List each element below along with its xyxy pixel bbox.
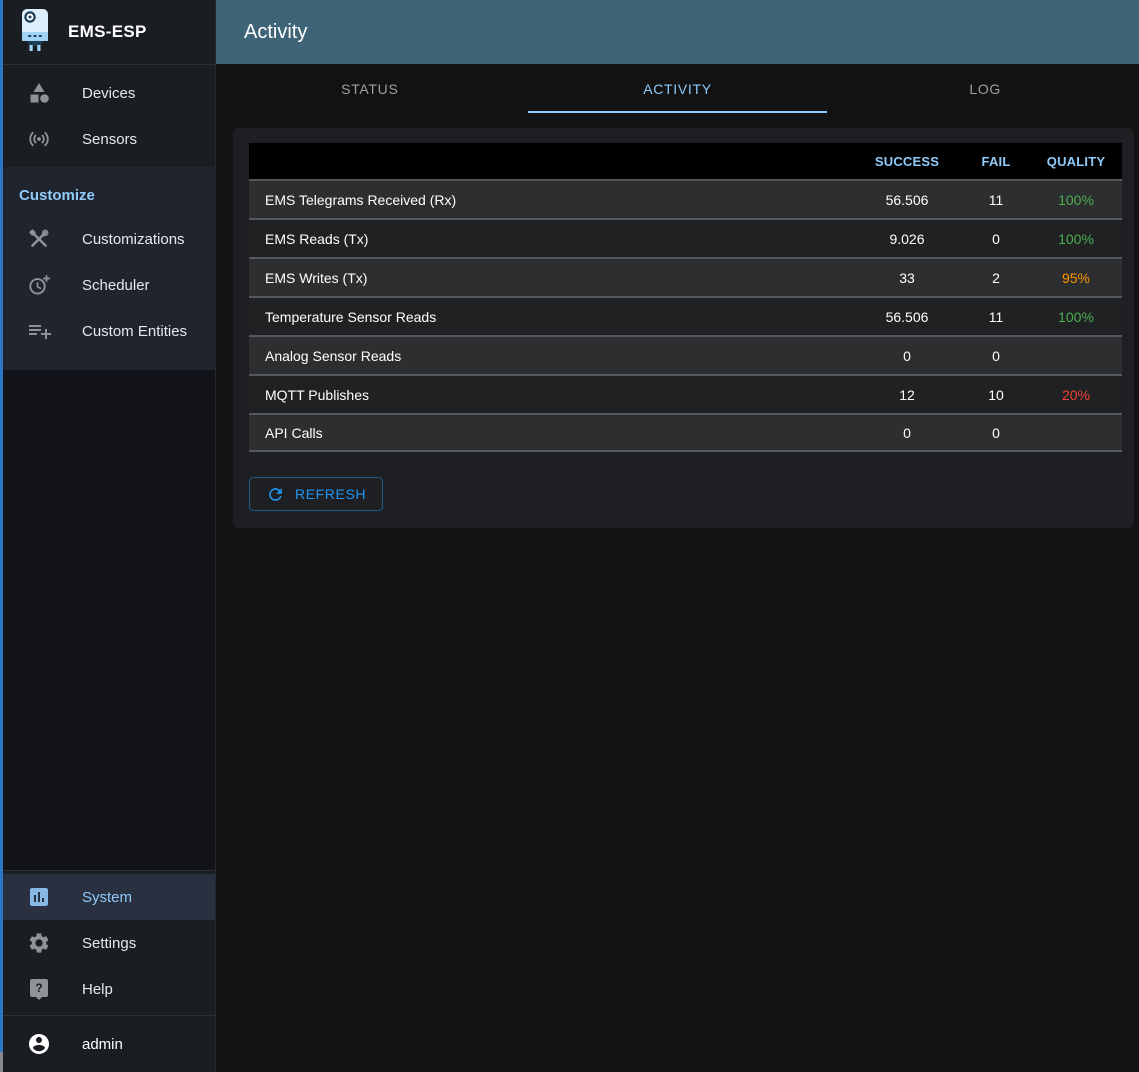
fail-value: 0 <box>992 347 1000 364</box>
refresh-button-label: REFRESH <box>295 486 367 502</box>
table-row: Analog Sensor Reads 0 0 <box>249 335 1122 374</box>
success-value: 56.506 <box>885 191 929 208</box>
row-label: EMS Reads (Tx) <box>265 230 369 247</box>
account-circle-icon <box>27 1032 51 1056</box>
ems-esp-boiler-logo-icon <box>17 8 53 57</box>
sidebar-header: EMS-ESP <box>3 0 215 65</box>
sidebar-item-sensors[interactable]: Sensors <box>3 116 215 162</box>
sidebar-item-label: System <box>82 888 133 906</box>
sidebar-item-help[interactable]: ? Help <box>3 966 215 1012</box>
construction-icon <box>27 227 51 251</box>
row-label: EMS Telegrams Received (Rx) <box>265 191 457 208</box>
playlist-add-icon <box>27 319 51 343</box>
row-label: EMS Writes (Tx) <box>265 269 368 286</box>
success-value: 9.026 <box>889 230 925 247</box>
window-edge-strip <box>0 0 3 1072</box>
sidebar-item-label: Custom Entities <box>82 322 188 340</box>
sidebar-item-custom-entities[interactable]: Custom Entities <box>3 308 215 354</box>
sidebar-item-label: Help <box>82 980 113 998</box>
fail-value: 10 <box>988 386 1004 403</box>
success-value: 0 <box>903 347 911 364</box>
activity-table-header: SUCCESS FAIL QUALITY <box>249 143 1122 179</box>
quality-value: 95% <box>1061 269 1091 286</box>
success-value: 33 <box>899 269 915 286</box>
fail-value: 0 <box>992 424 1000 441</box>
sidebar-item-label: Scheduler <box>82 276 150 294</box>
quality-value: 20% <box>1061 386 1091 403</box>
refresh-button[interactable]: REFRESH <box>249 477 384 511</box>
app-title: EMS-ESP <box>68 22 147 41</box>
success-value: 12 <box>899 386 915 403</box>
category-icon <box>27 81 51 105</box>
sidebar-item-label: Sensors <box>82 130 138 148</box>
table-row: EMS Reads (Tx) 9.026 0 100% <box>249 218 1122 257</box>
tab-log[interactable]: LOG <box>969 80 1002 97</box>
column-header-success: SUCCESS <box>874 153 940 169</box>
sidebar-spacer <box>3 370 215 870</box>
table-row: EMS Telegrams Received (Rx) 56.506 11 100% <box>249 179 1122 218</box>
main-area: Activity STATUS ACTIVITY LOG SUCCESS FAI… <box>216 0 1139 1072</box>
table-row: Temperature Sensor Reads 56.506 11 100% <box>249 296 1122 335</box>
gear-icon <box>27 931 51 955</box>
tab-activity[interactable]: ACTIVITY <box>524 64 832 113</box>
sidebar-item-customizations[interactable]: Customizations <box>3 216 215 262</box>
customize-section-label: Customize <box>19 187 95 204</box>
help-icon: ? <box>27 977 51 1001</box>
sidebar-bottom-group: System Settings ? Help <box>3 870 215 1015</box>
row-label: MQTT Publishes <box>265 386 369 403</box>
page-title: Activity <box>244 20 308 43</box>
row-label: API Calls <box>265 424 323 441</box>
sidebar-user-row[interactable]: admin <box>3 1015 215 1072</box>
quality-value: 100% <box>1058 230 1094 247</box>
username-label: admin <box>82 1035 123 1053</box>
sidebar-item-system[interactable]: System <box>3 874 215 920</box>
sidebar-item-label: Settings <box>82 934 137 952</box>
content-area: SUCCESS FAIL QUALITY EMS Telegrams Recei… <box>216 113 1139 1072</box>
quality-value: 100% <box>1058 191 1094 208</box>
success-value: 0 <box>903 424 911 441</box>
sidebar-main-group: Devices Sensors <box>3 65 215 167</box>
sidebar-item-label: Devices <box>82 84 136 102</box>
column-header-quality: QUALITY <box>1046 153 1106 169</box>
more-time-icon <box>27 273 51 297</box>
sidebar: EMS-ESP Devices <box>3 0 216 1072</box>
sensors-icon <box>27 127 51 151</box>
tab-status[interactable]: STATUS <box>341 80 399 97</box>
refresh-icon <box>266 485 285 504</box>
success-value: 56.506 <box>885 308 929 325</box>
fail-value: 11 <box>988 308 1004 325</box>
sidebar-item-label: Customizations <box>82 230 185 248</box>
sidebar-item-settings[interactable]: Settings <box>3 920 215 966</box>
quality-value: 100% <box>1058 308 1094 325</box>
appbar: Activity <box>216 0 1139 64</box>
assessment-icon <box>27 885 51 909</box>
fail-value: 11 <box>988 191 1004 208</box>
activity-card: SUCCESS FAIL QUALITY EMS Telegrams Recei… <box>233 128 1134 528</box>
fail-value: 2 <box>992 269 1000 286</box>
activity-table-body: EMS Telegrams Received (Rx) 56.506 11 100% E… <box>249 179 1122 452</box>
edge-strip-scroll-thumb <box>0 1052 3 1072</box>
table-row: API Calls 0 0 <box>249 413 1122 452</box>
table-row: MQTT Publishes 12 10 20% <box>249 374 1122 413</box>
column-header-fail: FAIL <box>981 153 1011 169</box>
sidebar-customize-section: Customize Customizations <box>3 167 215 370</box>
sidebar-item-devices[interactable]: Devices <box>3 70 215 116</box>
sidebar-item-scheduler[interactable]: Scheduler <box>3 262 215 308</box>
tab-bar: STATUS ACTIVITY LOG <box>216 64 1139 113</box>
row-label: Analog Sensor Reads <box>265 347 402 364</box>
table-row: EMS Writes (Tx) 33 2 95% <box>249 257 1122 296</box>
svg-text:?: ? <box>35 981 42 995</box>
row-label: Temperature Sensor Reads <box>265 308 437 325</box>
fail-value: 0 <box>992 230 1000 247</box>
